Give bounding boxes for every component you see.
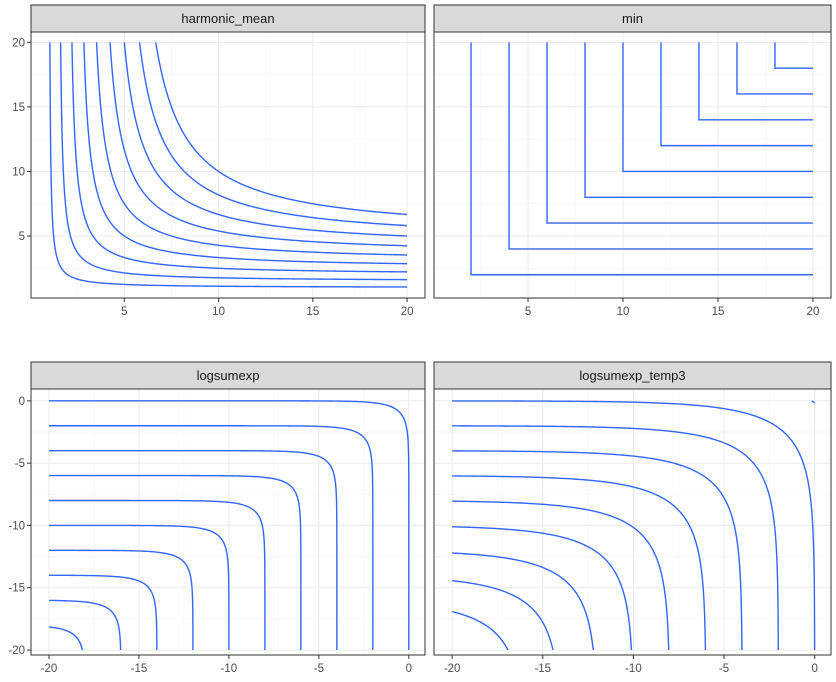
panel-border (433, 388, 832, 656)
contour-line-level--10 (452, 526, 633, 651)
contour-line-level-7 (109, 42, 408, 247)
contour-line-level--12 (452, 552, 594, 651)
grid (31, 389, 425, 655)
grid (434, 32, 831, 298)
contour-lines (48, 400, 410, 651)
grid (31, 32, 425, 298)
panel-title: logsumexp_temp3 (579, 368, 685, 383)
contour-line-level-0 (452, 400, 816, 651)
contour-line-level--2 (452, 425, 779, 651)
panel-logsumexp-temp3: logsumexp_temp3 -20 -15 -10 -5 0 (433, 361, 832, 675)
contour-lines (49, 42, 408, 288)
contour-line-level-3 (59, 42, 408, 281)
contour-line-level-2 (49, 42, 408, 288)
contour-line-level--14 (452, 580, 554, 651)
contour-line-level--16 (451, 610, 509, 651)
x-tick-label: 10 (212, 306, 225, 318)
x-tick-label: 10 (617, 306, 630, 318)
y-axis: -20 -15 -10 -5 0 (8, 396, 31, 657)
x-tick-label: -15 (131, 663, 148, 675)
contour-line-level-5 (83, 42, 408, 265)
panel-title: harmonic_mean (181, 11, 274, 26)
y-tick-label: -5 (15, 458, 25, 470)
contour-line-level--8 (452, 500, 670, 651)
contour-line-level--8 (48, 499, 266, 651)
contour-line-level--4 (48, 449, 338, 651)
x-tick-label: -20 (41, 663, 58, 675)
y-tick-label: 10 (12, 166, 25, 178)
x-axis: 5 10 15 20 (121, 298, 413, 318)
strip-background (433, 361, 832, 390)
contour-line-level-18 (774, 42, 813, 69)
x-tick-label: 20 (401, 306, 414, 318)
contour-line-level-2 (811, 400, 816, 404)
contour-lines (470, 42, 813, 276)
contour-line-level-2 (470, 42, 813, 276)
strip-background (30, 361, 426, 390)
strip-background (30, 4, 426, 33)
contour-line-level-14 (698, 42, 813, 121)
contour-line-level--6 (452, 475, 707, 651)
contour-line-level--6 (48, 474, 302, 651)
panel-logsumexp: logsumexp -20 -15 -10 -5 0 -20 -15 -10 -5 0 (8, 361, 426, 675)
contour-line-level--4 (452, 450, 743, 651)
contour-line-level-16 (736, 42, 813, 95)
contour-line-level--16 (48, 599, 122, 651)
contour-line-level--2 (48, 425, 374, 651)
contour-line-level--12 (48, 549, 194, 651)
panel-title: min (622, 11, 643, 26)
contour-line-level-10 (155, 42, 408, 216)
x-tick-label: 20 (807, 306, 820, 318)
grid (434, 389, 831, 655)
y-tick-label: -10 (8, 520, 25, 532)
y-tick-label: -20 (8, 645, 25, 657)
x-tick-label: -5 (314, 663, 324, 675)
contour-line-level-6 (546, 42, 813, 224)
x-tick-label: 0 (406, 663, 412, 675)
x-tick-label: 5 (525, 306, 531, 318)
x-axis: -20 -15 -10 -5 0 (41, 655, 412, 675)
contour-line-level-12 (660, 42, 813, 147)
x-tick-label: -20 (444, 663, 461, 675)
x-tick-label: 0 (811, 663, 817, 675)
contour-line-level--10 (48, 524, 230, 651)
strip-background (433, 4, 832, 33)
x-tick-label: 15 (712, 306, 725, 318)
y-tick-label: -15 (8, 583, 25, 595)
contour-line-level-8 (123, 42, 408, 237)
contour-line-level-4 (71, 42, 408, 273)
contour-lines (451, 400, 816, 651)
contour-line-level--14 (48, 574, 158, 651)
y-tick-label: 0 (19, 396, 25, 408)
contour-line-level-8 (584, 42, 813, 198)
x-tick-label: -10 (625, 663, 642, 675)
contour-line-level-6 (95, 42, 408, 256)
x-tick-label: -5 (719, 663, 729, 675)
y-axis: 5 10 15 20 (12, 37, 31, 243)
y-tick-label: 15 (12, 102, 25, 114)
contour-line-level-4 (508, 42, 813, 250)
panel-min: min 5 10 15 20 (433, 4, 832, 318)
y-tick-label: 20 (12, 37, 25, 49)
panel-harmonic-mean: harmonic_mean 5 10 15 20 5 10 15 20 (12, 4, 426, 318)
contour-line-level-0 (48, 400, 410, 651)
panel-border (30, 388, 426, 656)
x-tick-label: 15 (306, 306, 319, 318)
x-tick-label: -15 (534, 663, 551, 675)
x-axis: -20 -15 -10 -5 0 (444, 655, 818, 675)
panel-border (30, 31, 426, 299)
y-tick-label: 5 (19, 231, 25, 243)
x-tick-label: -10 (221, 663, 238, 675)
x-axis: 5 10 15 20 (525, 298, 820, 318)
panel-title: logsumexp (197, 368, 260, 383)
contour-line-level-10 (622, 42, 813, 173)
x-tick-label: 5 (121, 306, 127, 318)
contour-line-level--18 (48, 626, 84, 651)
contour-line-level-9 (138, 42, 408, 227)
panel-border (433, 31, 832, 299)
